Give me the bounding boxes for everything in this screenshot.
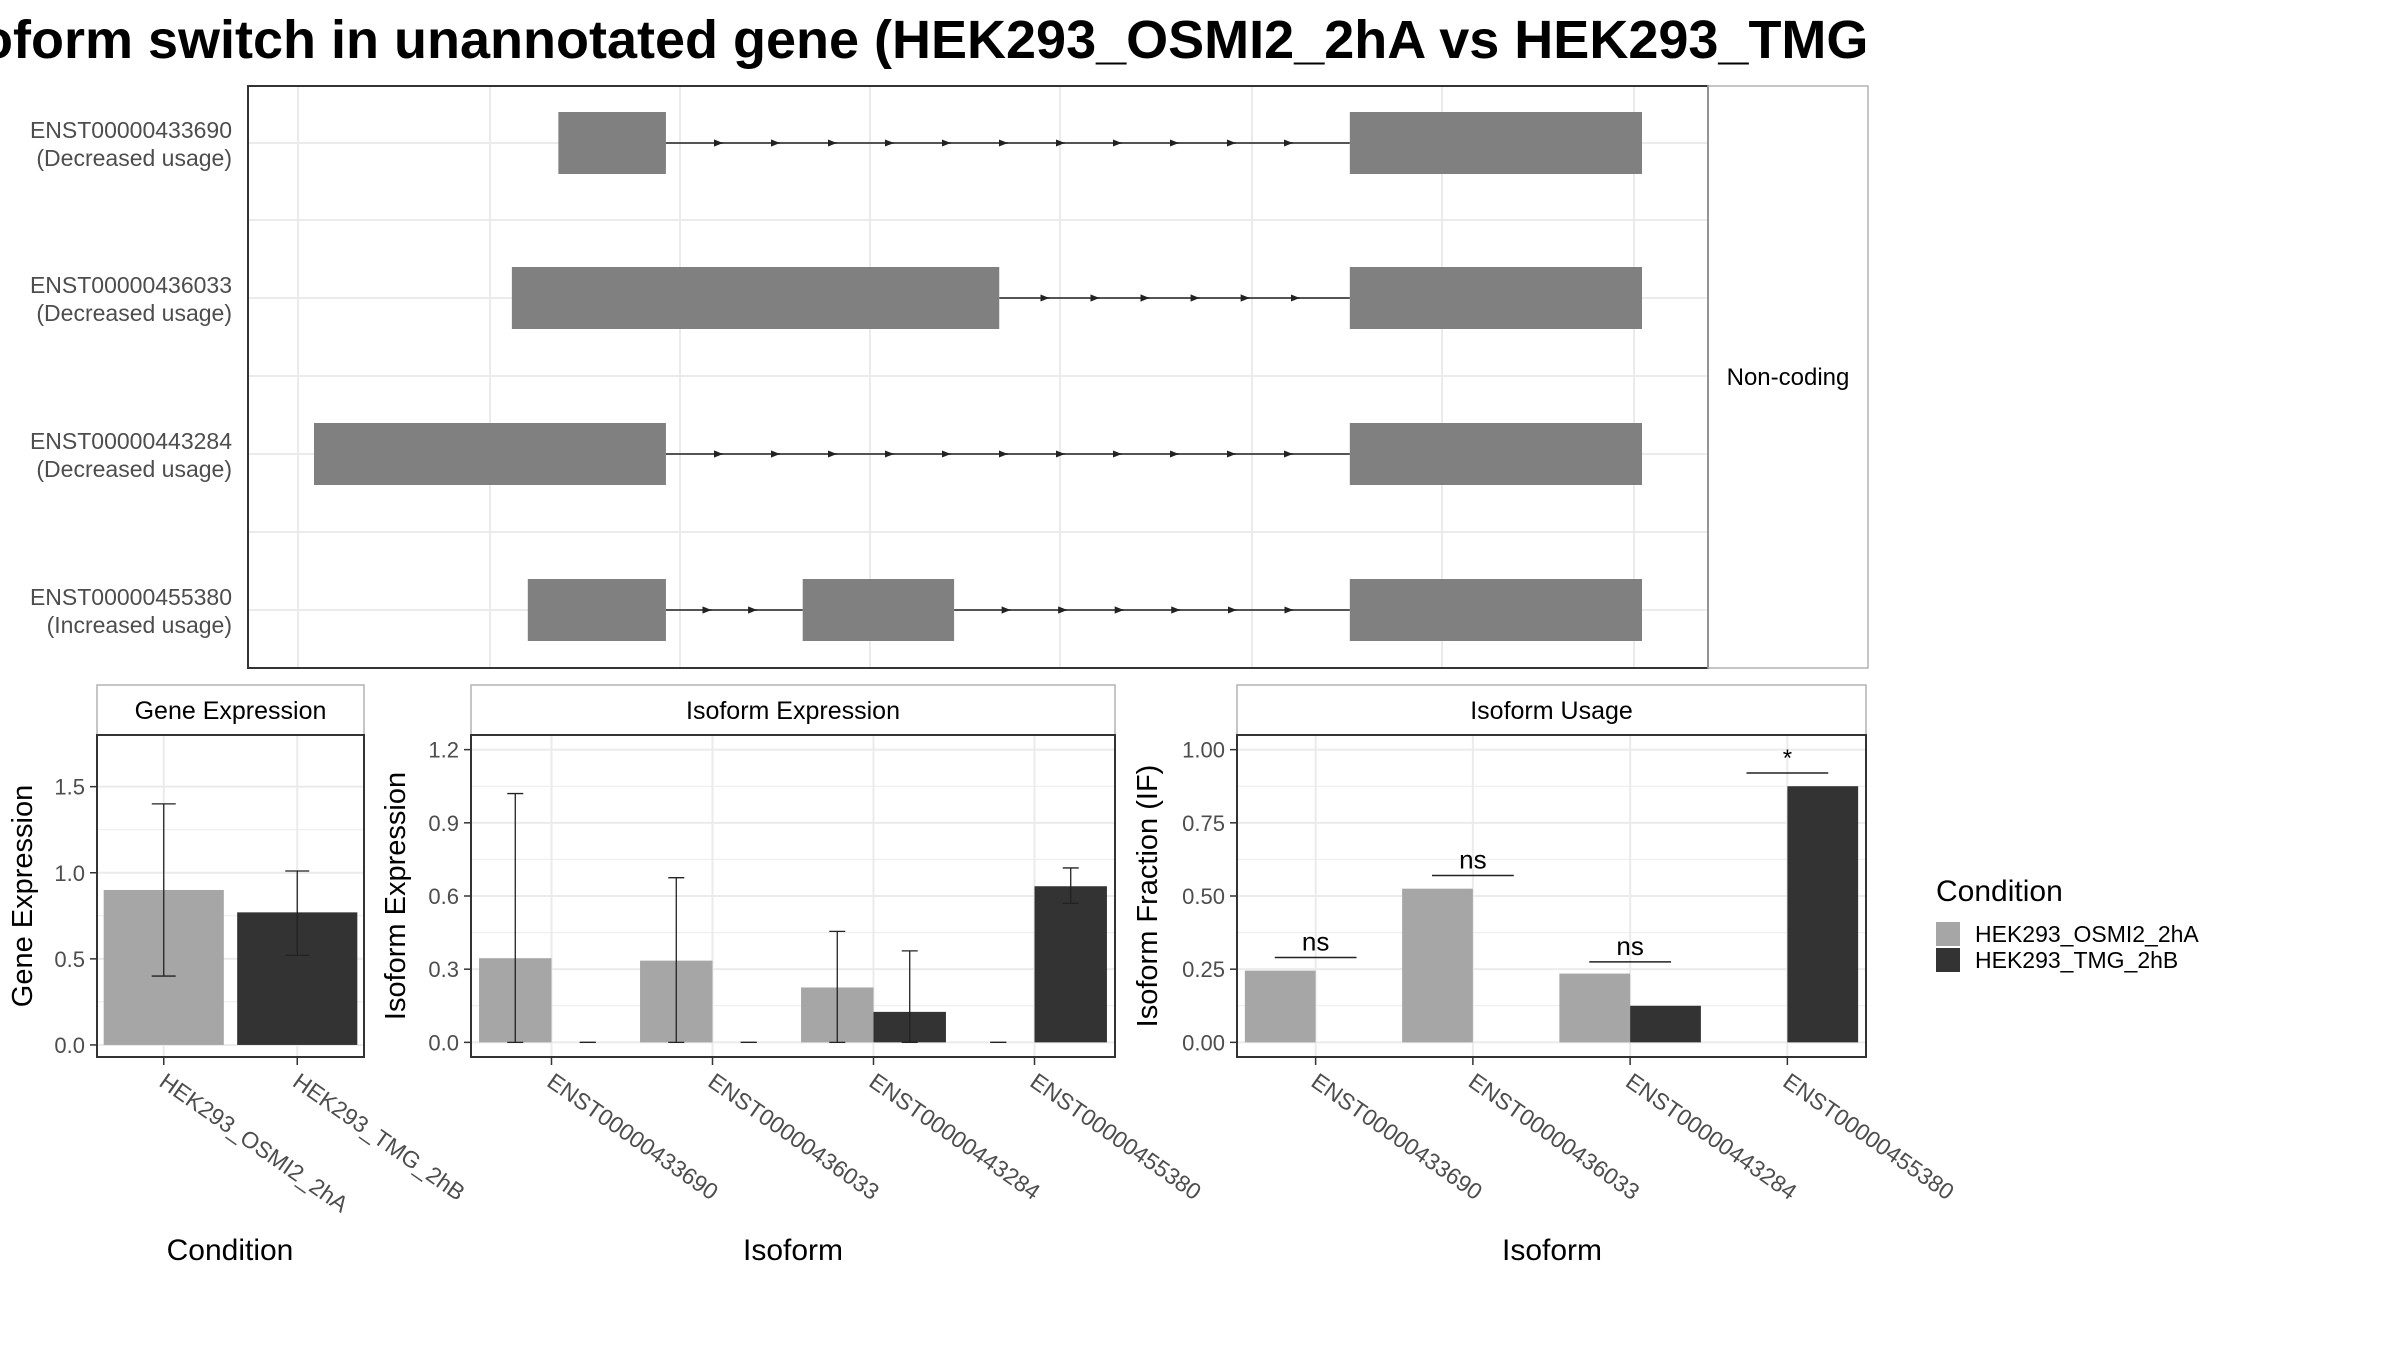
y-tick-label: 0.75 <box>1182 811 1225 836</box>
y-tick-label: 0.00 <box>1182 1030 1225 1055</box>
legend-title: Condition <box>1936 875 2063 908</box>
bar-condition-b <box>1034 886 1107 1043</box>
bar-condition-a <box>1559 973 1631 1043</box>
figure-panels: ENST00000433690(Decreased usage)ENST0000… <box>7 85 2199 1267</box>
x-tick-label: ENST00000436033 <box>1464 1068 1644 1205</box>
legend-label: HEK293_TMG_2hB <box>1975 947 2178 973</box>
y-tick-label: 1.5 <box>54 775 85 800</box>
y-tick-label: 0.3 <box>428 957 459 982</box>
x-tick-label: ENST00000443284 <box>865 1068 1046 1205</box>
x-tick-label: ENST00000433690 <box>1307 1068 1487 1205</box>
legend-swatch <box>1936 948 1960 972</box>
y-tick-label: 0.50 <box>1182 884 1225 909</box>
y-tick-label: 1.00 <box>1182 738 1225 763</box>
y-tick-label: 0.9 <box>428 811 459 836</box>
panel-frame <box>96 734 365 1058</box>
y-tick-label: 1.0 <box>54 861 85 886</box>
transcript-usage-label: (Increased usage) <box>47 612 232 638</box>
y-tick-label: 0.0 <box>428 1030 459 1055</box>
y-tick-label: 1.2 <box>428 738 459 763</box>
bar-condition-b <box>1630 1005 1701 1043</box>
structure-facet-label: Non-coding <box>1727 364 1850 391</box>
significance-label: ns <box>1459 845 1486 875</box>
significance-label: ns <box>1302 926 1329 956</box>
exon-block <box>511 267 1000 329</box>
x-axis-title: Isoform <box>743 1234 843 1267</box>
x-tick-label: ENST00000433690 <box>543 1068 723 1205</box>
x-tick-label: ENST00000455380 <box>1779 1068 1959 1205</box>
transcript-id-label: ENST00000433690 <box>30 117 232 143</box>
exon-block <box>1349 423 1642 485</box>
transcript-id-label: ENST00000436033 <box>30 272 232 298</box>
transcript-id-label: ENST00000455380 <box>30 584 232 610</box>
panel-frame <box>470 734 1116 1058</box>
exon-block <box>1349 579 1642 641</box>
legend-swatch <box>1936 922 1960 946</box>
transcript-usage-label: (Decreased usage) <box>36 300 232 326</box>
x-tick-label: ENST00000436033 <box>704 1068 884 1205</box>
legend-label: HEK293_OSMI2_2hA <box>1975 921 2199 947</box>
panel-strip-label: Isoform Usage <box>1470 697 1633 725</box>
significance-label: ns <box>1616 931 1643 961</box>
panel-frame <box>1236 734 1867 1058</box>
exon-block <box>558 112 666 174</box>
transcript-usage-label: (Decreased usage) <box>36 145 232 171</box>
transcript-id-label: ENST00000443284 <box>30 428 232 454</box>
y-tick-label: 0.25 <box>1182 957 1225 982</box>
exon-block <box>1349 112 1642 174</box>
y-axis-title: Isoform Fraction (IF) <box>1132 765 1164 1028</box>
y-tick-label: 0.6 <box>428 884 459 909</box>
structure-facet-strip <box>1707 85 1869 669</box>
exon-block <box>1349 267 1642 329</box>
exon-block <box>314 423 666 485</box>
x-axis-title: Condition <box>167 1234 294 1267</box>
transcript-usage-label: (Decreased usage) <box>36 456 232 482</box>
exon-block <box>527 579 666 641</box>
bar-condition-a <box>1402 888 1473 1043</box>
x-tick-label: ENST00000455380 <box>1026 1068 1206 1205</box>
y-axis-title: Gene Expression <box>7 785 39 1007</box>
panel-strip-label: Isoform Expression <box>686 697 900 725</box>
panel-strip-label: Gene Expression <box>135 697 327 725</box>
significance-label: * <box>1783 745 1792 772</box>
y-tick-label: 0.5 <box>54 947 85 972</box>
bar-condition-b <box>1787 786 1859 1043</box>
y-tick-label: 0.0 <box>54 1033 85 1058</box>
y-axis-title: Isoform Expression <box>380 772 412 1020</box>
bar-condition-a <box>1244 970 1316 1043</box>
figure-title: oform switch in unannotated gene (HEK293… <box>0 10 1868 70</box>
exon-block <box>802 579 955 641</box>
x-axis-title: Isoform <box>1502 1234 1602 1267</box>
x-tick-label: ENST00000443284 <box>1621 1068 1802 1205</box>
